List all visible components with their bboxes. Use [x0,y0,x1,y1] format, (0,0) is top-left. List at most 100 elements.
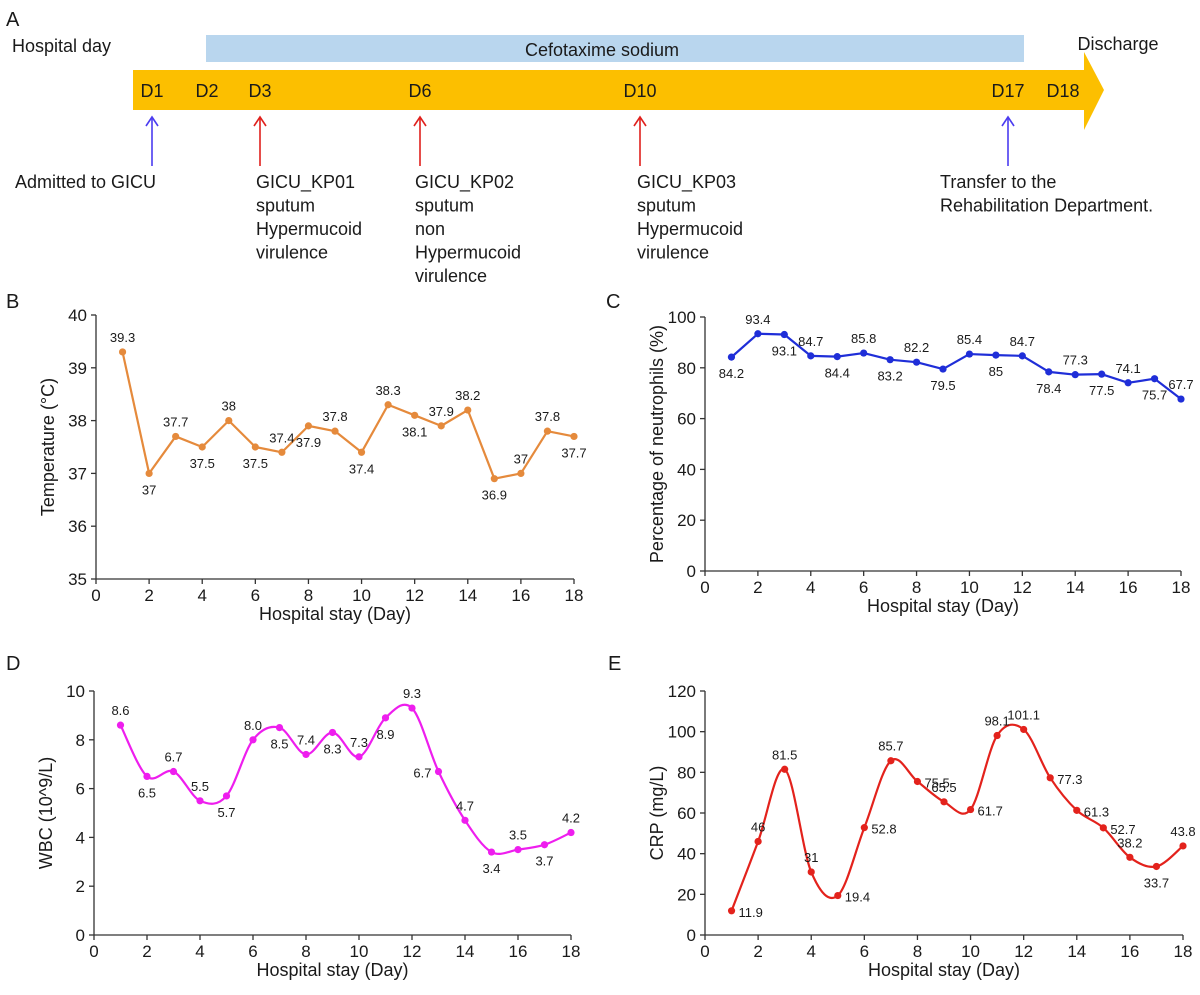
data-label: 36.9 [482,488,507,503]
data-point [487,848,496,856]
data-point [966,805,975,814]
x-tick-label: 2 [753,578,762,597]
data-point [198,443,206,451]
x-tick-label: 14 [1066,578,1085,597]
x-tick-label: 18 [562,942,581,961]
wbc-chart: D 0 2 4 6 8 10 0 2 4 6 8 10 12 14 16 18 Hospital stay (Da… [6,653,580,980]
event-text-line: non [415,219,445,239]
data-point [1126,853,1134,861]
y-tick-label: 10 [66,682,85,701]
data-label: 79.5 [930,378,955,393]
data-point [807,352,815,360]
data-label: 82.2 [904,340,929,355]
y-tick-label: 40 [677,845,696,864]
x-tick-label: 16 [1120,942,1139,961]
data-label: 74.1 [1115,361,1140,376]
data-point [408,704,416,712]
day-label-d6: D6 [408,81,431,101]
data-point [860,349,868,357]
x-tick-label: 12 [405,586,424,605]
y-tick-label: 37 [68,464,87,483]
data-label: 93.1 [772,344,797,359]
data-point [887,757,895,765]
data-label: 85.4 [957,332,982,347]
event-arrow-head [413,115,427,127]
y-tick-label: 0 [687,926,696,945]
data-point [540,841,549,849]
data-label: 33.7 [1144,875,1169,890]
event-text-line: sputum [637,196,696,216]
timeline-panel: A Hospital day Cefotaxime sodium Dischar… [6,9,1159,286]
data-point [222,792,231,800]
x-tick-label: 16 [509,942,528,961]
day-label-d3: D3 [248,81,271,101]
series-line [730,332,1182,400]
data-label: 75.5 [924,775,949,790]
data-label: 77.3 [1057,772,1082,787]
data-point [490,475,498,483]
data-label: 7.3 [350,735,368,750]
data-point [251,443,259,451]
data-point [514,846,522,854]
data-point [357,448,366,456]
data-point [464,406,472,414]
data-label: 37.8 [535,409,560,424]
data-label: 38.2 [455,388,480,403]
x-axis-label: Hospital stay (Day) [868,960,1020,980]
data-point [437,422,445,430]
data-label: 19.4 [845,890,870,905]
data-point [145,469,153,477]
y-tick-label: 60 [677,804,696,823]
data-point [1018,352,1026,360]
x-tick-label: 16 [511,586,530,605]
data-point [328,728,337,737]
data-point [355,753,363,761]
data-point [116,721,125,729]
timeline-bar [133,52,1104,130]
y-tick-label: 40 [677,460,696,479]
x-tick-label: 8 [913,942,922,961]
y-tick-label: 2 [76,877,85,896]
x-tick-label: 12 [1013,578,1032,597]
event-text-line: sputum [415,196,474,216]
data-label: 37 [142,482,156,497]
data-label: 77.3 [1063,353,1088,368]
data-label: 61.3 [1084,804,1109,819]
data-label: 85.8 [851,331,876,346]
data-point [1099,824,1107,832]
data-point [434,767,443,776]
data-label: 37.8 [322,409,347,424]
x-tick-label: 12 [403,942,422,961]
data-point [1046,774,1054,782]
data-label: 75.7 [1142,388,1167,403]
y-tick-label: 0 [687,562,696,581]
data-point [807,868,815,876]
data-label: 8.3 [323,741,341,756]
x-tick-label: 10 [350,942,369,961]
data-point [411,411,419,419]
x-tick-label: 18 [1172,578,1191,597]
data-label: 8.9 [376,727,394,742]
x-tick-label: 2 [142,942,151,961]
data-label: 38.1 [402,424,427,439]
event-arrow-head [253,115,267,127]
y-tick-label: 6 [76,780,85,799]
x-tick-label: 10 [961,942,980,961]
event-text-line: virulence [415,266,487,286]
y-tick-label: 60 [677,410,696,429]
data-label: 37.9 [429,404,454,419]
day-label-d18: D18 [1046,81,1079,101]
x-tick-label: 6 [859,578,868,597]
x-tick-label: 4 [806,942,815,961]
data-point [939,365,947,373]
data-point [965,350,974,358]
drug-band [206,35,1024,62]
data-point [384,401,392,409]
panel-letter-c: C [606,291,620,313]
day-label-d2: D2 [195,81,218,101]
data-label: 67.7 [1168,377,1193,392]
x-tick-label: 14 [1067,942,1086,961]
data-label: 11.9 [739,905,763,920]
